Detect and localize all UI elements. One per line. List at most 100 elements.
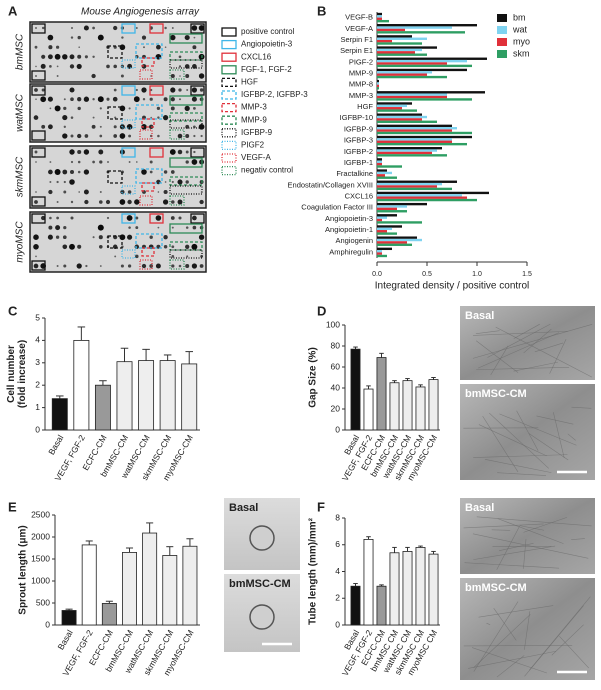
array-spot bbox=[177, 199, 183, 205]
bar bbox=[377, 158, 382, 161]
legend-swatch bbox=[221, 115, 237, 125]
array-spot bbox=[69, 179, 75, 185]
array-spot bbox=[54, 105, 61, 112]
array-spot bbox=[178, 65, 182, 68]
texture bbox=[477, 332, 560, 369]
array-spot bbox=[171, 264, 175, 268]
array-spot bbox=[76, 263, 82, 269]
array-spot bbox=[97, 96, 104, 103]
array-spot bbox=[149, 160, 153, 164]
array-spot bbox=[114, 116, 117, 119]
array-spot bbox=[192, 215, 197, 221]
y-tick-label: VEGF-A bbox=[345, 24, 373, 33]
bar bbox=[377, 68, 467, 72]
array-spot bbox=[157, 226, 160, 229]
array-spot bbox=[85, 264, 88, 268]
bar bbox=[377, 162, 382, 166]
texture bbox=[473, 454, 568, 458]
array-box bbox=[31, 147, 46, 158]
legend-label: myo bbox=[513, 36, 530, 46]
array-spot bbox=[191, 25, 198, 31]
array-spot bbox=[199, 88, 204, 92]
array-box bbox=[121, 249, 136, 259]
legend-label: CXCL16 bbox=[241, 52, 272, 61]
array-spot bbox=[199, 199, 204, 205]
array-box bbox=[141, 182, 155, 192]
legend-label: IGFBP-9 bbox=[241, 128, 273, 137]
bar bbox=[377, 232, 397, 235]
array-box bbox=[141, 247, 155, 257]
bar bbox=[377, 118, 422, 121]
array-spot bbox=[120, 264, 124, 268]
array-spot bbox=[40, 96, 47, 103]
texture bbox=[567, 433, 576, 441]
bar bbox=[377, 71, 432, 74]
texture bbox=[520, 525, 545, 531]
array-spot bbox=[141, 169, 147, 175]
array-box bbox=[107, 170, 123, 184]
array-spot bbox=[70, 97, 74, 102]
bar bbox=[377, 113, 422, 116]
panel-letter: C bbox=[8, 303, 18, 318]
array-spot bbox=[35, 98, 37, 101]
bar bbox=[377, 196, 467, 199]
bar bbox=[377, 35, 412, 38]
bar bbox=[377, 64, 472, 68]
array-spot bbox=[192, 45, 197, 50]
bar bbox=[377, 191, 489, 195]
array-spot bbox=[35, 161, 37, 163]
y-axis-title: Gap Size (%) bbox=[308, 347, 319, 408]
array-spot bbox=[149, 97, 153, 101]
bar bbox=[377, 24, 477, 27]
legend-label: VEGF-A bbox=[241, 153, 271, 162]
array-spot bbox=[83, 149, 90, 155]
bar bbox=[402, 380, 413, 431]
bar bbox=[377, 169, 387, 172]
array-spot bbox=[77, 35, 81, 40]
bar bbox=[377, 180, 457, 183]
array-spot bbox=[33, 234, 39, 240]
array-spot bbox=[192, 225, 197, 230]
array-spot bbox=[157, 191, 160, 193]
y-tick-label: 2 bbox=[35, 379, 40, 389]
array-spot bbox=[55, 225, 61, 231]
x-tick-label: 0.0 bbox=[372, 271, 382, 278]
y-tick-label: 4 bbox=[335, 566, 340, 576]
array-spot bbox=[34, 45, 38, 49]
array-spot bbox=[126, 215, 133, 221]
texture bbox=[476, 340, 519, 373]
array-spot bbox=[170, 73, 175, 79]
array-spot bbox=[99, 160, 103, 164]
y-tick-label: 8 bbox=[335, 512, 340, 522]
bar bbox=[377, 19, 389, 23]
array-spot bbox=[98, 149, 104, 155]
array-spot bbox=[171, 180, 174, 184]
panel-letter: A bbox=[8, 3, 18, 18]
array-box bbox=[31, 130, 46, 141]
array-spot bbox=[193, 134, 196, 138]
array-spot bbox=[156, 44, 161, 50]
array-spot bbox=[184, 105, 190, 112]
array-spot bbox=[191, 96, 197, 102]
array-box bbox=[190, 147, 205, 158]
array-spot bbox=[55, 235, 60, 239]
array-box bbox=[141, 118, 155, 128]
array-spot bbox=[141, 263, 147, 269]
array-spot bbox=[47, 124, 53, 130]
y-axis-title: (fold increase) bbox=[17, 340, 28, 408]
bar bbox=[377, 142, 467, 146]
texture bbox=[523, 517, 567, 533]
texture bbox=[524, 611, 531, 650]
bar bbox=[377, 194, 462, 197]
array-spot bbox=[35, 65, 37, 68]
array-box bbox=[31, 196, 46, 207]
y-tick-label: CXCL16 bbox=[345, 191, 373, 200]
array-spot bbox=[62, 115, 68, 121]
array-spot bbox=[69, 64, 75, 69]
bar bbox=[377, 205, 407, 208]
bar bbox=[377, 93, 447, 96]
texture bbox=[571, 406, 592, 409]
bar bbox=[377, 28, 405, 32]
bar bbox=[350, 348, 361, 431]
y-tick-label: Fractalkine bbox=[336, 169, 373, 178]
